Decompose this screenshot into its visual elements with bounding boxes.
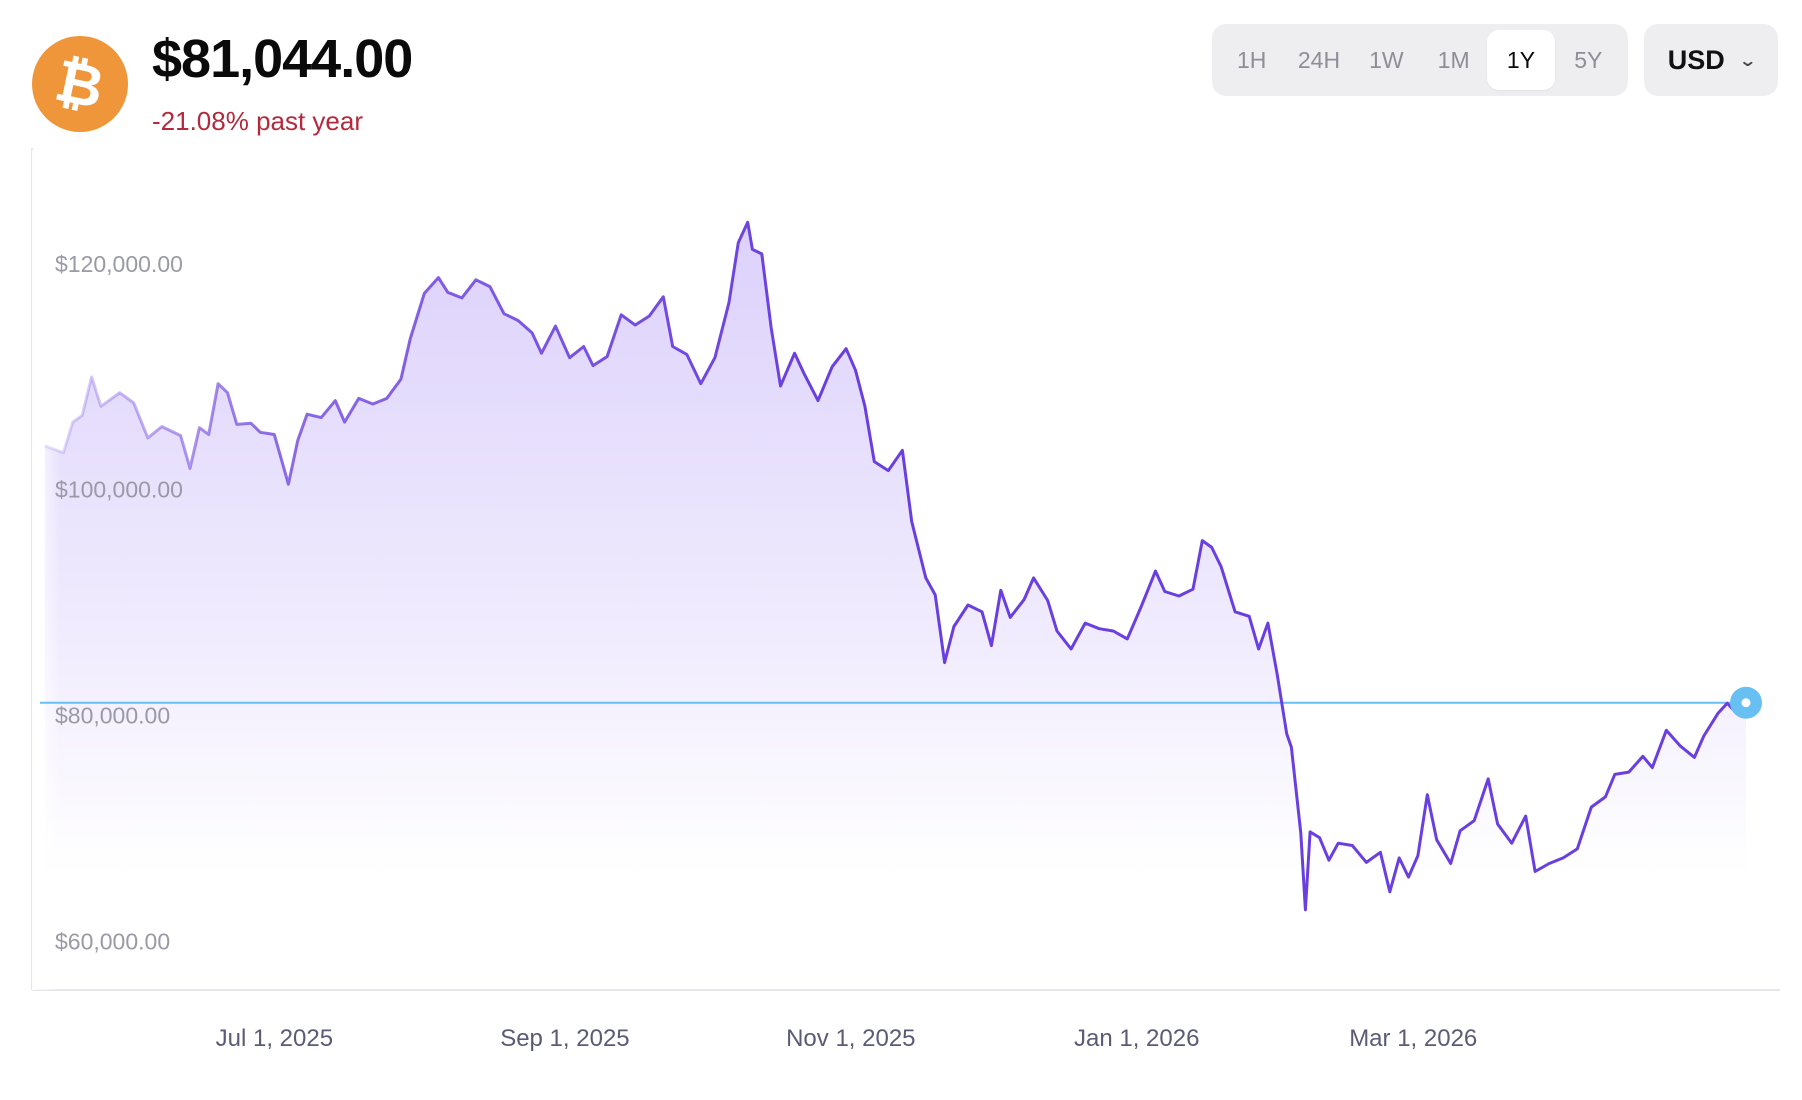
y-tick-label: $80,000.00 <box>55 703 170 729</box>
range-button-1y[interactable]: 1Y <box>1487 30 1555 90</box>
x-tick-label: Jul 1, 2025 <box>216 1025 333 1052</box>
range-button-5y[interactable]: 5Y <box>1574 46 1603 73</box>
currency-select[interactable]: USD ⌄ <box>1644 24 1778 96</box>
range-button-1m[interactable]: 1M <box>1437 46 1470 73</box>
area-fade <box>32 150 272 990</box>
price-area <box>44 222 1747 991</box>
y-tick-label: $60,000.00 <box>55 928 170 954</box>
chevron-down-icon: ⌄ <box>1738 53 1757 70</box>
x-tick-label: Mar 1, 2026 <box>1349 1025 1477 1052</box>
range-button-1w[interactable]: 1W <box>1369 46 1404 73</box>
currency-value: USD <box>1667 44 1725 75</box>
range-button-1h[interactable]: 1H <box>1236 46 1267 73</box>
price-line <box>44 220 1748 912</box>
time-range-selector: 1H 24H 1W 1M 1Y 5Y <box>1212 24 1628 96</box>
bitcoin-icon: ₿ <box>32 36 128 132</box>
y-tick-label: $120,000.00 <box>55 251 183 277</box>
current-price: $81,044.00 <box>152 29 413 89</box>
current-price-marker-dot <box>1741 698 1751 708</box>
x-tick-label: Sep 1, 2025 <box>500 1025 629 1052</box>
x-tick-label: Nov 1, 2025 <box>786 1025 915 1052</box>
x-tick-label: Jan 1, 2026 <box>1074 1025 1199 1052</box>
y-tick-label: $100,000.00 <box>55 477 183 503</box>
range-button-24h[interactable]: 24H <box>1297 46 1341 73</box>
price-change: -21.08% past year <box>152 106 364 136</box>
